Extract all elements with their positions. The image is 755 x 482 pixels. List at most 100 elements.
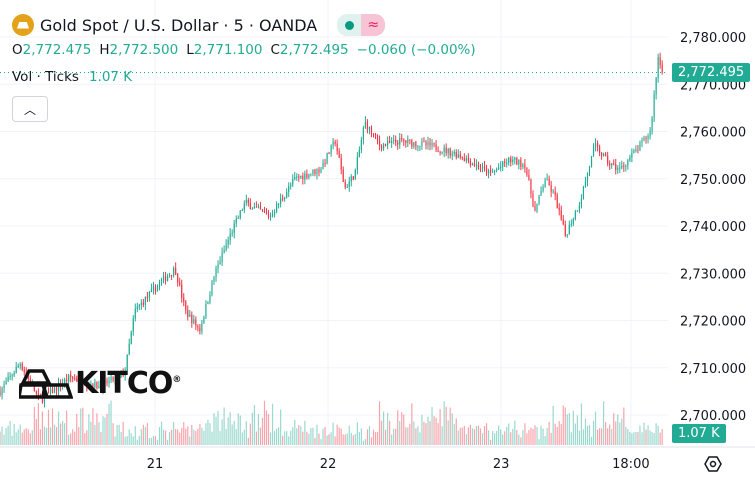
volume-bar: [500, 429, 502, 445]
y-tick-label: 2,750.000: [680, 173, 746, 188]
volume-bar: [380, 420, 383, 445]
volume-bar: [199, 423, 201, 445]
volume-legend[interactable]: Vol · Ticks 1.07 K: [12, 69, 132, 85]
candle-body: [249, 203, 251, 209]
candle-body: [304, 173, 306, 180]
candle-body: [179, 282, 181, 285]
volume-bar: [25, 428, 27, 445]
volume-bar: [518, 434, 520, 445]
volume-bar: [526, 433, 528, 445]
candle-body: [166, 276, 169, 281]
candle-body: [27, 375, 29, 379]
volume-bar: [235, 429, 237, 445]
volume-bar: [94, 425, 96, 445]
candle-body: [278, 203, 280, 205]
volume-bar: [122, 421, 124, 445]
volume-bar: [570, 432, 572, 445]
volume-bar: [146, 423, 148, 445]
volume-bar: [300, 426, 302, 445]
volume-bar: [647, 425, 649, 445]
candle-body: [528, 174, 530, 180]
candle-body: [294, 177, 296, 180]
candle-body: [594, 143, 597, 148]
volume-bar: [134, 426, 136, 445]
candle-body: [633, 150, 635, 153]
volume-bar: [173, 421, 175, 445]
volume-bar: [130, 433, 132, 445]
volume-bar: [88, 414, 90, 445]
volume-bar: [191, 424, 193, 445]
volume-bar: [536, 427, 538, 445]
candle-body: [116, 374, 118, 377]
settings-icon[interactable]: [704, 455, 722, 473]
candle-body: [459, 154, 461, 158]
status-pill[interactable]: ≈: [337, 14, 386, 36]
volume-bar: [639, 425, 641, 445]
candle-body: [175, 267, 177, 275]
volume-bar: [399, 420, 401, 445]
candle-body: [376, 135, 379, 141]
candle-body: [661, 64, 663, 73]
candle-body: [126, 354, 128, 372]
volume-bar: [401, 412, 403, 445]
candle-body: [312, 169, 314, 174]
volume-bar: [621, 418, 623, 445]
candle-body: [23, 369, 25, 373]
candle-body: [415, 142, 417, 147]
candle-body: [572, 218, 574, 224]
volume-bar: [201, 427, 203, 445]
volume-bar: [508, 423, 510, 445]
volume-bar: [80, 408, 82, 445]
volume-bar: [104, 417, 106, 445]
candle-body: [114, 376, 116, 381]
volume-bar: [413, 421, 415, 445]
volume-bar: [552, 405, 554, 445]
volume-bar: [29, 433, 31, 445]
candle-body: [47, 392, 50, 394]
candle-body: [284, 197, 286, 199]
volume-bar: [524, 423, 526, 445]
volume-bar: [661, 428, 663, 445]
candle-body: [516, 157, 518, 165]
candle-body: [395, 139, 397, 143]
volume-bar: [360, 428, 362, 445]
collapse-legend-button[interactable]: ︿: [12, 96, 48, 122]
volume-bar: [148, 438, 151, 445]
candle-body: [306, 173, 308, 178]
candle-body: [90, 384, 92, 386]
volume-bar: [655, 423, 657, 445]
candle-body: [17, 365, 19, 367]
candle-body: [536, 203, 538, 212]
volume-bar: [39, 429, 41, 445]
candle-body: [53, 387, 56, 394]
candle-body: [374, 134, 377, 136]
candle-body: [562, 219, 564, 225]
volume-bar: [57, 411, 60, 445]
volume-bar: [368, 426, 371, 445]
candle-body: [574, 211, 576, 219]
candle-body: [171, 274, 173, 276]
volume-bar: [62, 420, 64, 445]
candle-body: [491, 171, 494, 173]
volume-bar: [55, 427, 58, 445]
volume-bar: [601, 428, 603, 445]
volume-bar: [282, 435, 284, 445]
candle-body: [164, 275, 167, 281]
candle-body: [318, 169, 320, 173]
candle-body: [100, 386, 102, 390]
candle-body: [548, 179, 550, 186]
volume-bar: [637, 431, 639, 445]
candle-body: [346, 186, 348, 188]
volume-bar: [17, 429, 19, 445]
volume-bar: [51, 408, 54, 445]
symbol-title[interactable]: Gold Spot / U.S. Dollar · 5 · OANDA: [40, 15, 318, 35]
volume-bar: [590, 436, 593, 445]
candle-body: [231, 232, 233, 234]
candle-body: [417, 146, 419, 148]
volume-bar: [140, 429, 142, 445]
volume-bar: [538, 439, 540, 445]
volume-bar: [114, 436, 116, 445]
volume-bar: [128, 429, 130, 445]
candle-body: [68, 375, 70, 382]
